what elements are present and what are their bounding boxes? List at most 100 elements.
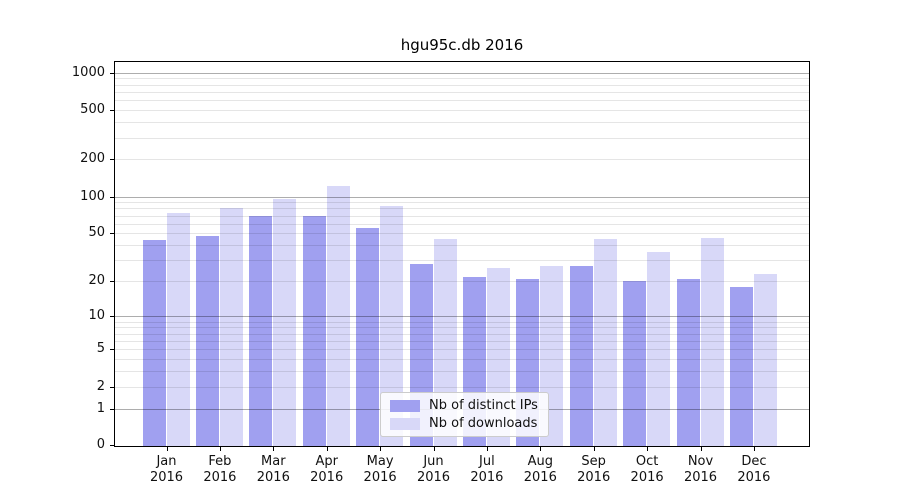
y-tick-label: 500 xyxy=(80,101,105,117)
bar-oct-distinct-ips xyxy=(623,281,647,446)
x-tick-label-jun: Jun 2016 xyxy=(417,454,450,486)
legend-label: Nb of downloads xyxy=(429,416,538,431)
y-tick xyxy=(110,349,114,351)
bar-feb-distinct-ips xyxy=(195,235,219,446)
x-label-month: Nov xyxy=(687,454,714,469)
bar-apr-distinct-ips xyxy=(302,215,326,446)
y-tick xyxy=(110,386,114,388)
bar-sep-downloads xyxy=(593,239,617,446)
x-label-month: Apr xyxy=(315,454,338,469)
x-label-month: Mar xyxy=(261,454,286,469)
y-tick-label: 20 xyxy=(88,273,105,289)
y-tick xyxy=(110,109,114,111)
y-tick-label: 200 xyxy=(80,151,105,167)
bar-jan-distinct-ips xyxy=(142,240,166,446)
x-axis: Jan 2016 Feb 2016 Mar 2016 Apr 2016 May 2016 Jun 20… xyxy=(115,62,809,485)
x-label-month: Jun xyxy=(423,454,444,469)
x-tick-label-nov: Nov 2016 xyxy=(684,454,717,486)
bar-oct-downloads xyxy=(647,252,671,446)
bar-apr-downloads xyxy=(326,186,350,446)
x-label-year: 2016 xyxy=(203,470,237,485)
x-tick xyxy=(647,447,649,451)
y-tick xyxy=(110,233,114,235)
legend: Nb of distinct IPs Nb of downloads xyxy=(380,392,549,437)
legend-label: Nb of distinct IPs xyxy=(429,398,538,413)
x-tick-label-oct: Oct 2016 xyxy=(631,454,664,486)
plot-area: 0 1 2 5 10 20 50 100 200 500 1000 Jan 2016 Feb 2016 Ma… xyxy=(72,61,810,485)
x-label-year: 2016 xyxy=(683,470,718,485)
x-tick-label-may: May 2016 xyxy=(364,454,397,486)
legend-swatch-downloads xyxy=(390,417,420,430)
x-label-month: Aug xyxy=(527,454,553,469)
bar-dec-distinct-ips xyxy=(729,286,753,446)
bar-dec-downloads xyxy=(753,274,777,446)
x-label-year: 2016 xyxy=(737,470,771,485)
x-tick xyxy=(593,447,595,451)
bar-may-distinct-ips xyxy=(356,228,380,446)
y-tick-label: 0 xyxy=(96,437,105,452)
x-tick-label-sep: Sep 2016 xyxy=(577,454,610,486)
x-tick xyxy=(219,447,221,451)
legend-item-downloads: Nb of downloads xyxy=(390,416,538,431)
bar-nov-downloads xyxy=(700,237,724,446)
x-label-year: 2016 xyxy=(256,470,290,485)
x-tick xyxy=(326,447,328,451)
y-tick-label: 5 xyxy=(96,341,105,357)
x-label-year: 2016 xyxy=(470,470,504,485)
x-tick xyxy=(753,447,755,451)
x-tick-label-jul: Jul 2016 xyxy=(470,454,503,486)
y-tick xyxy=(110,72,114,74)
x-label-year: 2016 xyxy=(630,470,664,485)
y-tick-label: 50 xyxy=(88,225,105,241)
x-label-year: 2016 xyxy=(149,470,184,485)
x-label-month: Feb xyxy=(208,454,232,469)
x-label-month: Sep xyxy=(581,454,606,469)
y-tick-label: 100 xyxy=(80,188,105,204)
bar-sep-distinct-ips xyxy=(569,265,593,446)
x-tick xyxy=(540,447,542,451)
y-tick xyxy=(110,159,114,161)
legend-item-distinct-ips: Nb of distinct IPs xyxy=(390,398,538,413)
x-tick xyxy=(273,447,275,451)
y-tick xyxy=(110,281,114,283)
x-tick xyxy=(486,447,488,451)
x-label-month: Dec xyxy=(741,454,767,469)
bar-feb-downloads xyxy=(219,208,243,446)
bar-mar-distinct-ips xyxy=(249,216,273,446)
x-label-year: 2016 xyxy=(577,470,611,485)
x-tick xyxy=(166,447,168,451)
chart-title: hgu95c.db 2016 xyxy=(400,36,524,54)
x-tick xyxy=(700,447,702,451)
x-label-year: 2016 xyxy=(363,470,397,485)
bar-nov-distinct-ips xyxy=(676,278,700,446)
x-tick-label-feb: Feb 2016 xyxy=(203,454,236,486)
x-tick-label-apr: Apr 2016 xyxy=(310,454,343,486)
x-tick xyxy=(380,447,382,451)
x-label-year: 2016 xyxy=(523,470,557,485)
y-tick-label: 1000 xyxy=(71,64,105,80)
y-tick xyxy=(110,316,114,318)
y-tick-label: 2 xyxy=(96,378,105,394)
x-tick-label-jan: Jan 2016 xyxy=(150,454,183,486)
bar-mar-downloads xyxy=(273,198,297,446)
x-tick-label-mar: Mar 2016 xyxy=(257,454,290,486)
y-tick xyxy=(110,445,114,446)
y-axis: 0 1 2 5 10 20 50 100 200 500 1000 xyxy=(72,62,809,452)
x-label-year: 2016 xyxy=(416,470,451,485)
x-label-month: Oct xyxy=(635,454,659,469)
bar-jan-downloads xyxy=(166,213,190,446)
x-tick xyxy=(433,447,435,451)
x-label-month: Jan xyxy=(156,454,177,469)
x-label-year: 2016 xyxy=(310,470,344,485)
legend-swatch-distinct-ips xyxy=(390,399,420,412)
y-tick xyxy=(110,408,114,410)
y-tick-label: 1 xyxy=(96,400,105,416)
x-label-month: May xyxy=(366,454,394,469)
y-tick xyxy=(110,196,114,198)
x-tick-label-dec: Dec 2016 xyxy=(737,454,770,486)
y-tick-label: 10 xyxy=(88,308,105,324)
x-label-month: Jul xyxy=(479,454,495,469)
bar-may-downloads xyxy=(380,206,404,446)
x-tick-label-aug: Aug 2016 xyxy=(524,454,557,486)
